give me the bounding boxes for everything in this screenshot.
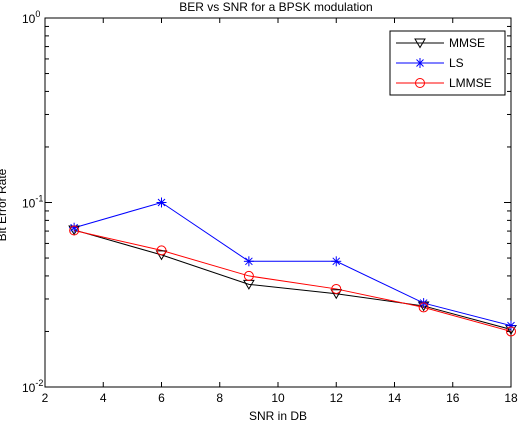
x-tick-label: 4 — [100, 391, 107, 405]
legend: MMSE LS LMMSE — [389, 30, 506, 96]
x-tick-label: 18 — [504, 391, 518, 405]
data-point-mmse — [155, 250, 168, 261]
legend-label-ls: LS — [449, 56, 464, 70]
data-point-mmse — [330, 289, 343, 300]
data-point-ls — [506, 320, 516, 331]
legend-label-mmse: MMSE — [449, 36, 485, 50]
data-point-ls-d2 — [332, 257, 341, 266]
data-point-ls — [331, 256, 342, 267]
legend-marker-ls-d2 — [416, 59, 424, 67]
x-tick-label: 10 — [271, 391, 285, 405]
x-tick-label: 2 — [42, 391, 49, 405]
data-point-lmmse — [331, 283, 342, 294]
x-tick-label: 8 — [216, 391, 223, 405]
y-axis-label: Bit Error Rate — [0, 168, 9, 241]
y-tick-label: 100 — [22, 9, 40, 26]
data-point-ls-d2 — [245, 257, 253, 266]
data-point-ls-d2 — [70, 223, 78, 232]
x-tick-label: 6 — [158, 391, 165, 405]
legend-label-lmmse: LMMSE — [449, 76, 492, 90]
data-point-lmmse — [506, 326, 516, 337]
series-lines — [73, 201, 512, 332]
series-line-mmse — [73, 229, 512, 330]
data-point-ls — [156, 197, 167, 208]
y-tick-label: 10-1 — [22, 194, 43, 211]
x-axis-label: SNR in DB — [249, 409, 307, 423]
axis-ticks: 2 4 6 8 10 12 14 16 18 100 10-1 10-2 — [22, 9, 518, 405]
data-point-ls-d2 — [157, 198, 166, 207]
chart-title: BER vs SNR for a BPSK modulation — [179, 0, 372, 14]
data-point-lmmse — [69, 225, 80, 236]
data-point-lmmse — [418, 302, 429, 313]
x-tick-label: 12 — [330, 391, 344, 405]
legend-marker-ls — [415, 58, 425, 68]
data-point-ls — [243, 256, 254, 267]
y-tick-label: 10-2 — [22, 378, 43, 395]
series-line-lmmse — [74, 230, 512, 332]
series-markers — [68, 197, 517, 337]
data-point-lmmse — [156, 245, 167, 256]
data-point-lmmse — [243, 270, 254, 281]
legend-marker-mmse — [414, 38, 426, 49]
x-tick-label: 16 — [446, 391, 460, 405]
x-tick-label: 14 — [388, 391, 402, 405]
legend-marker-lmmse — [415, 78, 425, 88]
series-line-ls — [73, 201, 512, 327]
data-point-ls-d2 — [507, 321, 515, 330]
